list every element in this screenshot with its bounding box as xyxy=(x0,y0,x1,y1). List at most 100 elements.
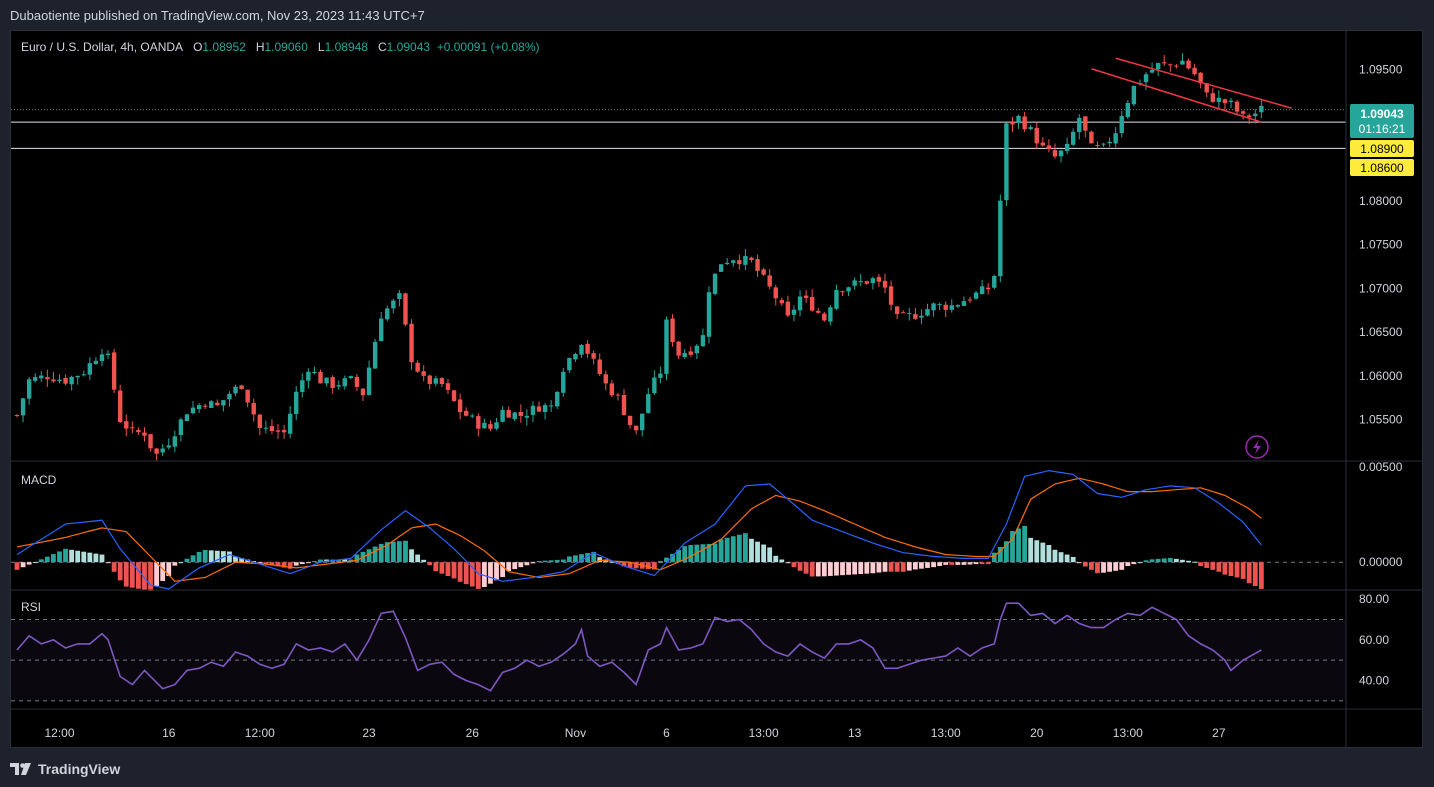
macd-histogram-bar xyxy=(397,541,402,563)
candle-body xyxy=(585,343,590,354)
candle-body xyxy=(640,413,645,431)
macd-histogram-bar xyxy=(664,557,669,563)
macd-histogram-bar xyxy=(1064,554,1070,563)
candle-body xyxy=(1162,62,1167,64)
high-label: H xyxy=(255,40,265,54)
candle-body xyxy=(136,429,141,433)
macd-histogram-bar xyxy=(403,540,408,563)
macd-histogram-bar xyxy=(937,562,943,567)
candle-body xyxy=(117,390,123,423)
chart-frame[interactable]: 1.09500 1.08000 1.07500 1.07000 1.06500 1.060… xyxy=(10,30,1423,748)
candle-body xyxy=(263,427,269,429)
macd-histogram-bar xyxy=(1210,562,1216,570)
candle-body xyxy=(894,306,900,314)
macd-histogram-bar xyxy=(985,562,991,565)
candle-body xyxy=(476,416,481,429)
macd-tick-label: 0.00000 xyxy=(1359,555,1403,569)
candle-body xyxy=(409,323,414,363)
symbol-legend[interactable]: Euro / U.S. Dollar, 4h, OANDA O1.08952 H… xyxy=(21,40,539,54)
macd-histogram-bar xyxy=(451,562,457,579)
tradingview-logo-icon xyxy=(10,763,31,775)
candle-body xyxy=(1052,150,1058,157)
macd-histogram-bar xyxy=(129,562,135,588)
candle-body xyxy=(1089,131,1094,144)
candle-body xyxy=(992,275,997,288)
macd-title[interactable]: MACD xyxy=(21,473,57,487)
candle-body xyxy=(846,287,851,292)
macd-histogram-bar xyxy=(1252,562,1258,587)
macd-histogram-bar xyxy=(494,562,499,581)
rsi-title[interactable]: RSI xyxy=(21,600,42,614)
chart-canvas[interactable]: 1.09500 1.08000 1.07500 1.07000 1.06500 1.060… xyxy=(11,31,1422,747)
candle-body xyxy=(609,383,615,396)
macd-histogram-bar xyxy=(1016,528,1021,563)
candle-body xyxy=(1253,113,1258,117)
macd-histogram-bar xyxy=(736,534,742,563)
macd-histogram-bar xyxy=(257,562,263,564)
candle-body xyxy=(348,376,354,379)
time-axis: 12:00 16 12:00 23 26 Nov 6 13:00 13 13:00 20 13:00 2… xyxy=(44,726,1225,740)
candle-body xyxy=(913,314,918,319)
macd-histogram-bar xyxy=(755,541,760,563)
macd-histogram-bar xyxy=(931,562,936,568)
macd-histogram-bar xyxy=(172,562,178,566)
candle-body xyxy=(1083,116,1088,131)
candle-body xyxy=(26,379,32,399)
candle-body xyxy=(724,262,730,265)
candle-body xyxy=(1204,83,1209,93)
macd-histogram-bar xyxy=(390,541,396,563)
publish-header: Dubaotiente published on TradingView.com… xyxy=(0,0,1434,30)
close-label: C xyxy=(378,40,387,54)
candle-body xyxy=(1155,63,1161,70)
candle-body xyxy=(803,295,809,298)
candle-body xyxy=(494,422,499,429)
macd-histogram-bar xyxy=(530,562,536,564)
candle-body xyxy=(372,341,378,369)
candle-body xyxy=(1234,101,1240,112)
macd-histogram-bar xyxy=(955,562,961,565)
macd-histogram-bar xyxy=(670,553,675,563)
macd-histogram-bar xyxy=(1173,558,1179,563)
candle-body xyxy=(907,313,912,315)
price-axis: 1.09500 1.08000 1.07500 1.07000 1.06500 1.060… xyxy=(1359,63,1403,427)
candle-body xyxy=(427,375,432,385)
candle-body xyxy=(706,292,712,337)
countdown-value: 01:16:21 xyxy=(1359,122,1406,136)
candle-body xyxy=(403,293,408,325)
macd-histogram-bar xyxy=(1137,562,1143,564)
candle-body xyxy=(973,292,979,299)
macd-histogram-bar xyxy=(554,559,560,563)
candle-body xyxy=(603,374,608,384)
candle-body xyxy=(63,377,68,384)
macd-histogram-bar xyxy=(336,559,342,563)
candle-body xyxy=(215,402,220,406)
macd-histogram-bar xyxy=(682,546,688,563)
candle-body xyxy=(33,377,38,381)
macd-histogram-bar xyxy=(312,561,317,563)
candle-body xyxy=(202,405,208,407)
candle-body xyxy=(433,378,439,384)
lightning-icon[interactable] xyxy=(1245,435,1269,459)
candle-body xyxy=(1174,65,1179,67)
candle-body xyxy=(1022,116,1027,130)
candle-body xyxy=(184,414,190,422)
candle-body xyxy=(658,373,663,378)
candle-body xyxy=(694,345,700,354)
macd-histogram-bar xyxy=(1046,545,1052,563)
candle-body xyxy=(822,313,827,321)
macd-histogram-bar xyxy=(560,559,566,563)
candle-body xyxy=(196,405,202,410)
candle-body xyxy=(937,304,942,306)
candle-body xyxy=(275,430,281,432)
candle-body xyxy=(1143,74,1149,83)
macd-histogram-bar xyxy=(1228,562,1234,577)
macd-histogram-bar xyxy=(852,562,858,575)
macd-signal-line xyxy=(16,477,1262,582)
macd-histogram-bar xyxy=(542,560,548,563)
candle-body xyxy=(858,281,863,283)
level-tag-1: 1.08900 xyxy=(1350,140,1414,157)
macd-histogram-bar xyxy=(202,549,208,563)
candle-body xyxy=(318,371,323,384)
candle-body xyxy=(1192,67,1197,75)
footer[interactable]: TradingView xyxy=(10,758,120,780)
